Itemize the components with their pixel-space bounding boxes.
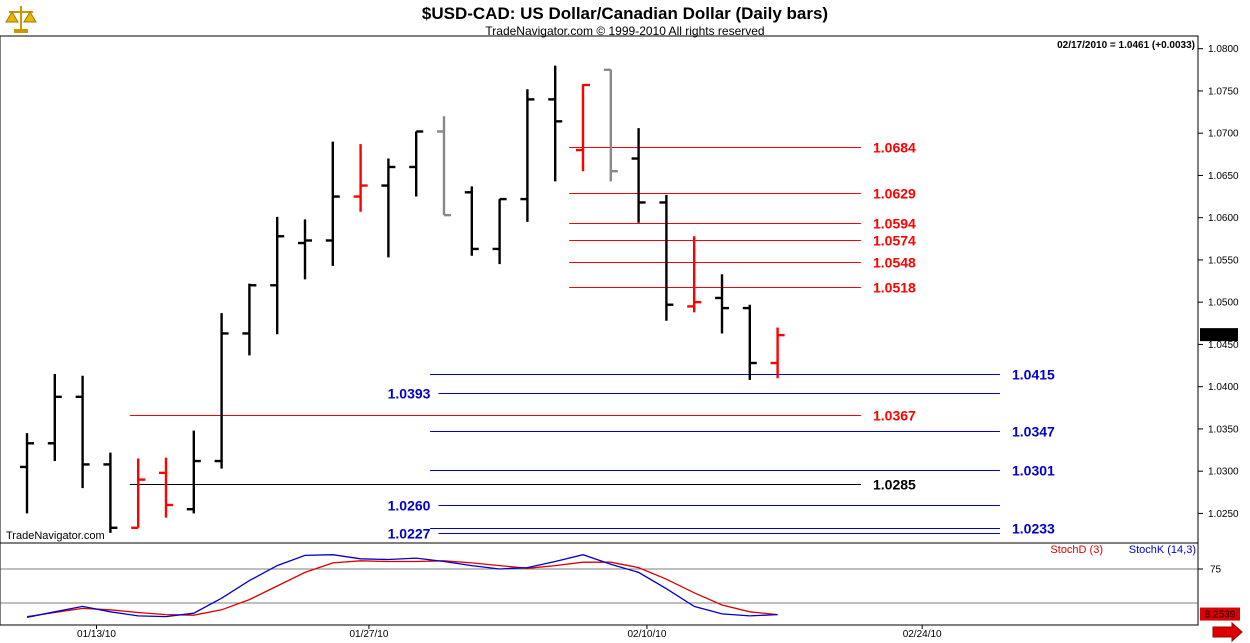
- date-axis: 01/13/10 01/27/10 02/10/10 02/24/10: [77, 625, 942, 640]
- level-label-1.0548: 1.0548: [873, 255, 916, 271]
- watermark: TradeNavigator.com: [6, 530, 105, 542]
- price-bars: [20, 65, 785, 533]
- ohlc-bar: [548, 65, 563, 182]
- stoch-line-1: [26, 554, 778, 618]
- ohlc-bar: [492, 197, 507, 265]
- ohlc-bar: [715, 274, 729, 334]
- level-label-1.0574: 1.0574: [873, 233, 916, 249]
- date-tick-label: 01/27/10: [349, 629, 388, 640]
- ohlc-bar: [131, 458, 146, 529]
- level-label-1.0301: 1.0301: [1012, 463, 1055, 479]
- ohlc-bar: [242, 283, 257, 356]
- price-tick-label: 1.0750: [1208, 86, 1239, 97]
- level-label-1.0594: 1.0594: [873, 216, 916, 232]
- scale-logo-icon: [4, 2, 38, 36]
- level-label-1.0629: 1.0629: [873, 186, 916, 202]
- ohlc-bar: [603, 68, 618, 182]
- ohlc-bar: [464, 186, 479, 256]
- price-tick-label: 1.0450: [1208, 340, 1239, 351]
- level-label-1.0518: 1.0518: [873, 280, 916, 296]
- level-label-1.0684: 1.0684: [873, 140, 916, 156]
- ohlc-bar: [103, 452, 118, 533]
- price-tick-label: 1.0300: [1208, 467, 1239, 478]
- price-tick-label: 1.0550: [1208, 255, 1239, 266]
- stoch-value-text: 8.2539: [1205, 610, 1236, 621]
- level-label-1.0285: 1.0285: [873, 477, 916, 493]
- ohlc-bar: [325, 141, 340, 266]
- ohlc-bar: [353, 144, 368, 212]
- ohlc-bar: [75, 375, 90, 489]
- price-tick-label: 1.0700: [1208, 129, 1239, 140]
- level-label-1.0233: 1.0233: [1012, 521, 1055, 537]
- stoch-line-0: [26, 560, 778, 618]
- level-label-1.0415: 1.0415: [1012, 367, 1055, 383]
- level-label-1.0227: 1.0227: [388, 526, 431, 542]
- date-tick-label: 01/13/10: [77, 629, 116, 640]
- price-tick-label: 1.0350: [1208, 424, 1239, 435]
- level-label-1.0393: 1.0393: [388, 386, 431, 402]
- ohlc-bar: [298, 219, 312, 280]
- price-tick-label: 1.0500: [1208, 298, 1239, 309]
- ohlc-bar: [47, 374, 62, 462]
- price-axis: 1.0800 1.0750 1.0700 1.0650 1.0600 1.0550 1.05…: [1198, 44, 1239, 520]
- ohlc-bar: [687, 236, 702, 313]
- price-readout: 02/17/2010 = 1.0461 (+0.0033): [1057, 40, 1195, 51]
- price-tick-label: 1.0600: [1208, 213, 1239, 224]
- ohlc-bar: [409, 130, 424, 197]
- stoch-tick-label: 75: [1210, 565, 1222, 576]
- level-label-1.0347: 1.0347: [1012, 424, 1055, 440]
- last-price-tag: 1.0461: [1200, 328, 1238, 342]
- chart-subtitle: TradeNavigator.com © 1999-2010 All right…: [485, 24, 764, 38]
- price-tick-label: 1.0250: [1208, 509, 1239, 520]
- ohlc-bar: [520, 89, 535, 222]
- ohlc-bar: [270, 216, 285, 335]
- stoch-panel-frame: [0, 542, 1199, 626]
- stoch-series: [26, 554, 778, 618]
- chart-title: $USD-CAD: US Dollar/Canadian Dollar (Dai…: [422, 4, 828, 23]
- legend-stochk: StochK (14,3): [1129, 544, 1196, 556]
- date-tick-label: 02/10/10: [627, 629, 666, 640]
- ohlc-bar: [381, 158, 396, 258]
- price-tick-label: 1.0650: [1208, 171, 1239, 182]
- date-tick-label: 02/24/10: [903, 629, 942, 640]
- stoch-reference-lines: [0, 568, 1198, 604]
- legend-stochd: StochD (3): [1050, 544, 1103, 556]
- ohlc-bar: [631, 128, 646, 223]
- ohlc-bar: [214, 313, 229, 469]
- ohlc-bar: [437, 116, 451, 217]
- price-tick-label: 1.0400: [1208, 382, 1239, 393]
- ohlc-bar: [186, 430, 201, 514]
- ohlc-bar: [20, 433, 34, 514]
- ohlc-bar: [770, 327, 785, 379]
- ohlc-bar: [576, 83, 590, 172]
- ohlc-bar: [742, 304, 757, 380]
- level-label-1.0367: 1.0367: [873, 408, 916, 424]
- level-label-1.0260: 1.0260: [388, 498, 431, 514]
- last-price-text: 1.0461: [1204, 330, 1235, 341]
- ohlc-bar: [659, 194, 674, 321]
- stoch-axis: 75: [1198, 565, 1222, 576]
- stoch-value-tag: 8.2539: [1200, 607, 1240, 621]
- ohlc-bar: [159, 457, 173, 518]
- scroll-right-arrow-icon[interactable]: [1212, 621, 1243, 643]
- price-tick-label: 1.0800: [1208, 44, 1239, 55]
